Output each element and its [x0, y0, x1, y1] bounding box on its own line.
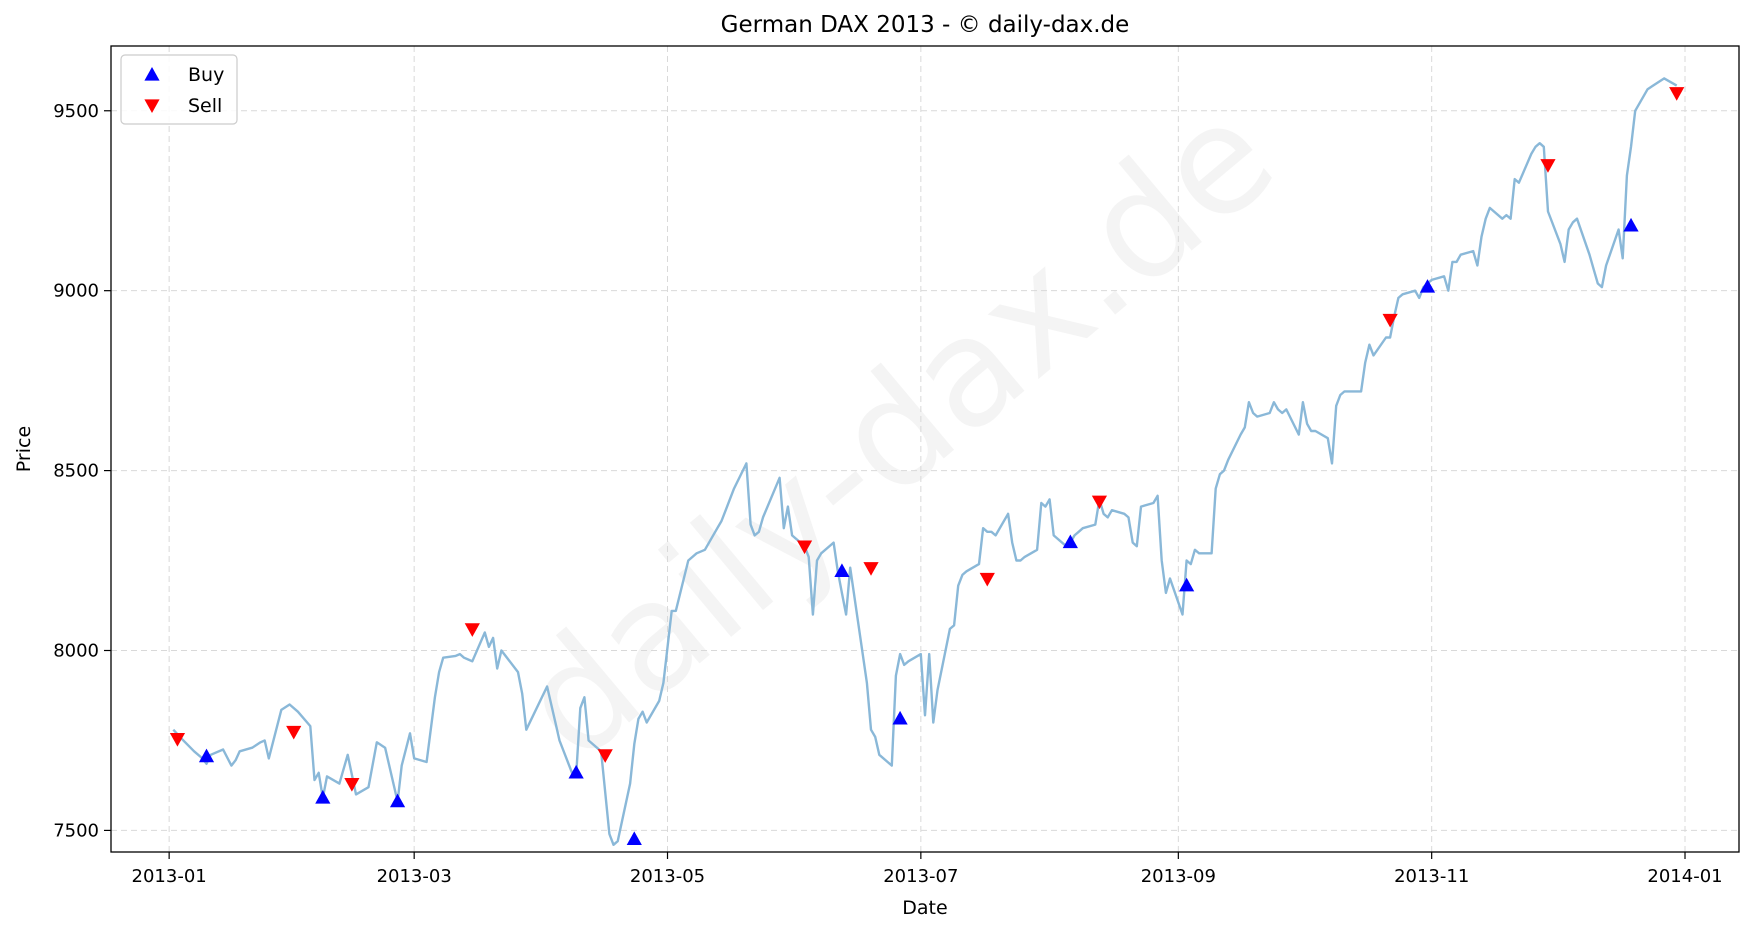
- x-tick-label: 2013-05: [630, 866, 705, 887]
- buy-marker: [1623, 217, 1639, 232]
- chart-title: German DAX 2013 - © daily-dax.de: [721, 12, 1130, 38]
- x-tick-label: 2013-01: [132, 866, 207, 887]
- x-axis-label: Date: [902, 897, 947, 919]
- sell-marker: [169, 733, 186, 747]
- x-tick-label: 2013-03: [377, 866, 452, 887]
- sell-marker: [464, 623, 480, 637]
- y-axis-label: Price: [13, 426, 35, 472]
- y-tick-label: 8500: [53, 461, 99, 482]
- x-tick-label: 2013-09: [1141, 866, 1216, 887]
- buy-marker: [834, 563, 850, 577]
- x-tick-label: 2013-07: [883, 866, 958, 887]
- sell-marker: [286, 725, 302, 740]
- grid: [111, 46, 1739, 852]
- y-tick-label: 9500: [53, 101, 99, 122]
- axis-ticks: 2013-01 2013-03 2013-05 2013-07 2013-09 2013-…: [53, 101, 1722, 887]
- buy-marker: [315, 790, 331, 804]
- sell-marker: [979, 572, 995, 587]
- buy-marker: [568, 764, 584, 779]
- sell-marker: [1091, 495, 1108, 510]
- plot-frame: [110, 45, 1740, 853]
- buy-marker: [198, 748, 215, 763]
- buy-marker: [1062, 534, 1078, 549]
- y-tick-label: 8000: [53, 641, 99, 662]
- x-tick-label: 2014-01: [1647, 866, 1722, 887]
- legend-buy-marker: [144, 67, 160, 81]
- sell-marker: [597, 749, 613, 763]
- x-tick-label: 2013-11: [1394, 866, 1469, 887]
- y-tick-label: 9000: [53, 281, 99, 302]
- sell-marker: [344, 778, 360, 792]
- buy-marker: [626, 831, 642, 846]
- legend-sell-marker: [144, 99, 160, 113]
- buy-marker: [389, 793, 406, 808]
- legend-buy-label: Buy: [188, 64, 224, 86]
- y-tick-label: 7500: [53, 820, 99, 841]
- buy-marker: [1179, 577, 1195, 592]
- buy-marker: [1419, 279, 1436, 293]
- sell-marker: [1382, 313, 1398, 328]
- buy-marker: [892, 710, 908, 725]
- signal-markers: [169, 87, 1685, 846]
- legend: Buy Sell: [120, 54, 238, 125]
- legend-sell-label: Sell: [188, 95, 222, 117]
- sell-marker: [1669, 87, 1685, 101]
- sell-marker: [1540, 159, 1556, 173]
- sell-marker: [796, 540, 813, 555]
- watermark: daily-dax.de: [488, 68, 1306, 794]
- sell-marker: [863, 562, 879, 576]
